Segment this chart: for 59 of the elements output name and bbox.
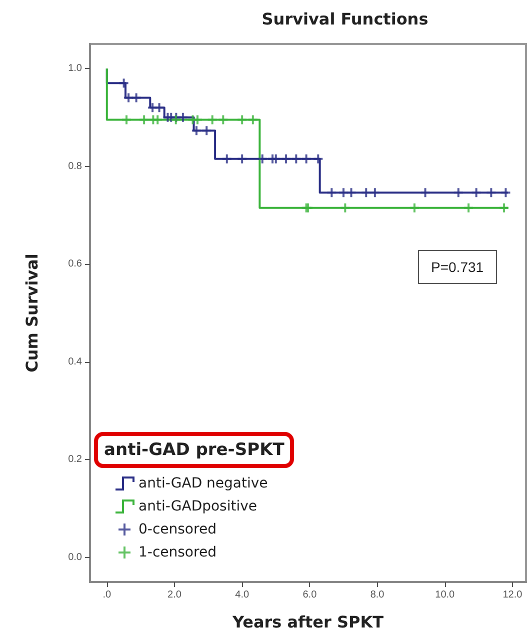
x-tick-label: 6.0	[302, 590, 318, 600]
point	[498, 202, 510, 214]
point	[470, 187, 482, 198]
x-tick-label: .0	[102, 590, 112, 600]
point	[340, 202, 351, 214]
point	[408, 202, 420, 214]
point	[218, 114, 229, 126]
legend-label: anti-GAD negative	[138, 476, 268, 492]
x-tick-label: 4.0	[235, 590, 250, 600]
legend-title: anti-GAD pre-SPKT	[104, 440, 284, 460]
annotation: P=0.731	[418, 250, 497, 284]
y-tick-label: 1.0	[68, 62, 82, 74]
x-tick-label: 2.0	[168, 590, 182, 600]
point	[190, 125, 202, 136]
y-tick-label: 0.8	[68, 160, 82, 172]
point	[154, 102, 165, 114]
point	[236, 153, 248, 164]
point	[360, 187, 372, 198]
point	[123, 92, 134, 104]
point	[420, 187, 431, 198]
point	[138, 114, 150, 126]
point	[312, 153, 324, 164]
x-tick-label: 12.0	[502, 590, 523, 600]
point	[206, 114, 218, 126]
point	[369, 187, 380, 198]
x-tick-label: 10.0	[435, 590, 456, 600]
point	[346, 187, 357, 198]
point	[121, 114, 132, 126]
point	[486, 187, 497, 198]
x-tick-label: 8.0	[370, 590, 385, 600]
point	[152, 114, 164, 126]
point	[463, 202, 474, 214]
point	[247, 114, 258, 126]
point	[130, 92, 142, 104]
point	[300, 153, 312, 164]
point	[236, 114, 248, 126]
point	[256, 153, 268, 164]
point	[170, 114, 182, 126]
y-tick-label: 0.0	[68, 552, 82, 564]
point	[201, 125, 212, 136]
chart-title: Survival Functions	[262, 10, 428, 28]
y-tick-label: 0.6	[68, 258, 82, 270]
legend-label: 1-censored	[138, 544, 216, 560]
y-tick-label: 0.4	[68, 356, 82, 368]
point	[221, 153, 232, 164]
y-tick-label: 0.2	[68, 454, 82, 466]
point	[270, 153, 282, 164]
point	[500, 187, 512, 198]
legend-label: 0-censored	[138, 522, 216, 538]
point	[280, 153, 292, 164]
y-axis-title: Cum Survival	[22, 254, 42, 372]
point	[338, 187, 349, 198]
point	[118, 78, 130, 89]
point	[290, 153, 302, 164]
point	[177, 112, 188, 123]
x-axis-title: Years after SPKT	[231, 612, 384, 632]
point	[326, 187, 338, 198]
point	[452, 187, 464, 198]
legend-label: anti-GADpositive	[138, 498, 258, 514]
